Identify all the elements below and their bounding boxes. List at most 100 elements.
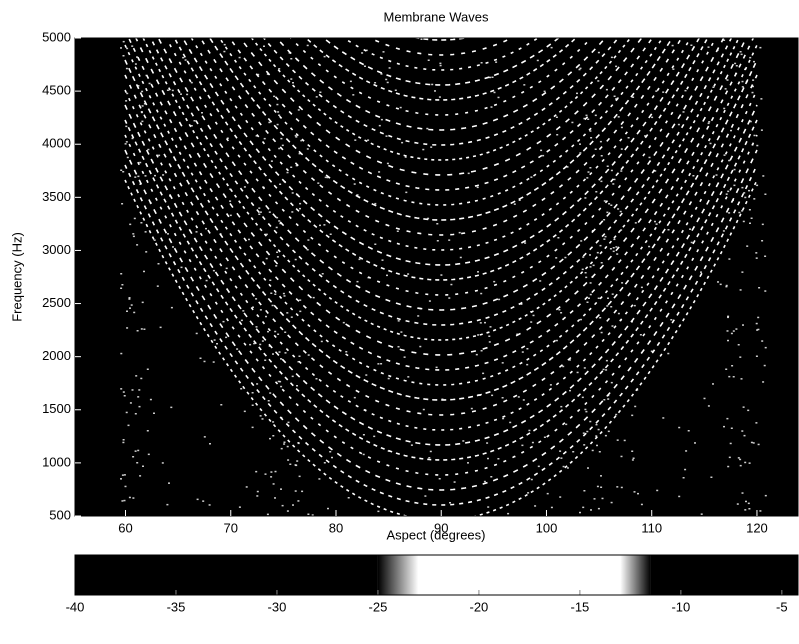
- texture-speck: [407, 273, 410, 275]
- texture-speck: [491, 76, 494, 78]
- texture-speck: [120, 169, 123, 171]
- texture-speck: [450, 283, 453, 286]
- texture-speck: [745, 500, 747, 503]
- texture-speck: [166, 503, 169, 506]
- texture-speck: [429, 450, 432, 453]
- texture-speck: [297, 442, 300, 444]
- texture-speck: [367, 276, 370, 279]
- texture-speck: [518, 199, 521, 201]
- texture-speck: [763, 364, 766, 367]
- texture-speck: [584, 272, 587, 274]
- texture-speck: [296, 58, 299, 61]
- colorbar-segment: [650, 555, 798, 595]
- texture-speck: [757, 443, 760, 446]
- texture-speck: [458, 231, 461, 234]
- texture-speck: [556, 134, 559, 136]
- texture-speck: [126, 310, 128, 312]
- texture-speck: [419, 345, 422, 348]
- texture-speck: [739, 356, 742, 358]
- texture-speck: [587, 171, 590, 173]
- texture-speck: [120, 47, 122, 49]
- texture-speck: [685, 450, 688, 452]
- texture-speck: [377, 510, 380, 513]
- colorbar-tick-label: -20: [470, 599, 489, 614]
- texture-speck: [616, 439, 619, 441]
- texture-speck: [607, 430, 610, 433]
- texture-speck: [255, 135, 258, 137]
- texture-speck: [537, 465, 540, 468]
- texture-speck: [488, 341, 491, 343]
- texture-speck: [280, 385, 283, 388]
- texture-speck: [764, 255, 767, 257]
- texture-speck: [147, 148, 150, 151]
- texture-speck: [728, 375, 731, 378]
- texture-speck: [493, 280, 496, 283]
- texture-speck: [440, 274, 443, 276]
- texture-speck: [694, 442, 696, 444]
- texture-speck: [662, 91, 665, 93]
- texture-speck: [301, 490, 304, 493]
- texture-speck: [166, 89, 169, 91]
- texture-speck: [677, 123, 680, 126]
- texture-speck: [280, 416, 283, 419]
- texture-speck: [631, 459, 634, 461]
- texture-speck: [287, 421, 290, 424]
- texture-speck: [550, 506, 553, 509]
- texture-speck: [600, 262, 603, 264]
- texture-speck: [137, 449, 140, 452]
- texture-speck: [321, 273, 324, 275]
- texture-speck: [632, 457, 635, 459]
- texture-speck: [690, 241, 693, 244]
- texture-speck: [122, 55, 125, 57]
- texture-speck: [259, 415, 262, 417]
- texture-arc: [157, 38, 725, 311]
- texture-speck: [329, 451, 332, 453]
- texture-speck: [742, 324, 744, 326]
- texture-speck: [462, 440, 465, 442]
- texture-speck: [543, 90, 546, 93]
- texture-speck: [277, 380, 280, 383]
- texture-speck: [121, 500, 124, 502]
- texture-speck: [615, 246, 618, 248]
- texture-speck: [323, 55, 326, 58]
- texture-speck: [602, 368, 605, 371]
- texture-speck: [240, 319, 243, 322]
- texture-arc: [124, 44, 758, 386]
- texture-speck: [126, 156, 129, 159]
- texture-speck: [747, 409, 750, 412]
- texture-speck: [755, 252, 758, 254]
- texture-speck: [307, 513, 310, 515]
- texture-speck: [265, 233, 268, 236]
- texture-speck: [543, 436, 546, 438]
- texture-speck: [672, 68, 675, 70]
- texture-speck: [121, 284, 124, 286]
- texture-speck: [752, 85, 754, 88]
- texture-speck: [170, 406, 173, 409]
- texture-speck: [242, 310, 245, 312]
- texture-arc: [124, 119, 758, 461]
- y-tick-label: 1000: [42, 454, 71, 469]
- texture-arc: [218, 38, 664, 206]
- texture-speck: [278, 68, 281, 70]
- texture-speck: [385, 135, 388, 137]
- texture-speck: [589, 130, 592, 132]
- texture-speck: [600, 155, 603, 157]
- texture-arc: [275, 38, 607, 131]
- texture-speck: [190, 81, 193, 84]
- texture-speck: [270, 476, 273, 478]
- texture-speck: [730, 427, 733, 429]
- texture-speck: [134, 63, 137, 65]
- texture-speck: [286, 312, 289, 314]
- texture-speck: [558, 309, 561, 311]
- texture-speck: [568, 359, 571, 361]
- texture-speck: [607, 398, 610, 400]
- texture-speck: [605, 88, 608, 91]
- texture-speck: [125, 141, 128, 143]
- texture-speck: [327, 507, 329, 510]
- texture-speck: [281, 504, 284, 507]
- texture-speck: [153, 239, 156, 241]
- texture-speck: [434, 90, 436, 92]
- texture-speck: [267, 400, 270, 402]
- texture-speck: [589, 293, 592, 296]
- texture-speck: [223, 43, 226, 46]
